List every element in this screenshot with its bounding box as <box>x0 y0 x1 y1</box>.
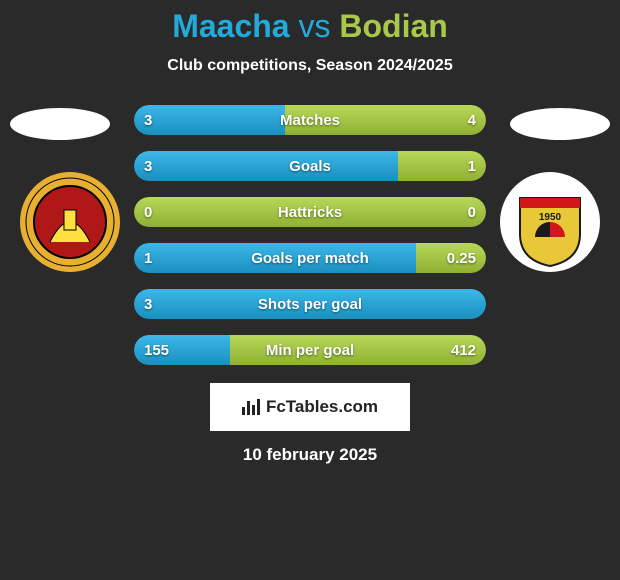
stat-bar-row: 3Matches4 <box>134 105 486 135</box>
player1-name: Maacha <box>172 8 289 44</box>
chart-icon <box>242 399 260 415</box>
stat-right-value: 0.25 <box>447 243 476 273</box>
stat-bar-row: 155Min per goal412 <box>134 335 486 365</box>
team-right-logo: 1950 <box>500 172 600 272</box>
stat-label: Goals per match <box>134 243 486 273</box>
team-left-badge-icon <box>20 172 120 272</box>
player2-name: Bodian <box>339 8 447 44</box>
stat-bar-row: 0Hattricks0 <box>134 197 486 227</box>
stats-comparison-card: Maacha vs Bodian Club competitions, Seas… <box>0 0 620 580</box>
stat-label: Hattricks <box>134 197 486 227</box>
stat-label: Min per goal <box>134 335 486 365</box>
title: Maacha vs Bodian <box>0 0 620 45</box>
stat-right-value: 412 <box>451 335 476 365</box>
stat-right-value: 1 <box>468 151 476 181</box>
stat-bar-row: 1Goals per match0.25 <box>134 243 486 273</box>
team-left-name-ellipse <box>10 108 110 140</box>
branding-text: FcTables.com <box>266 397 378 417</box>
stat-right-value: 0 <box>468 197 476 227</box>
stat-bar-row: 3Shots per goal <box>134 289 486 319</box>
subtitle: Club competitions, Season 2024/2025 <box>0 57 620 75</box>
stat-label: Matches <box>134 105 486 135</box>
date-text: 10 february 2025 <box>0 445 620 465</box>
branding-badge: FcTables.com <box>210 383 410 431</box>
stat-bar-row: 3Goals1 <box>134 151 486 181</box>
vs-text: vs <box>298 8 330 44</box>
stat-right-value: 4 <box>468 105 476 135</box>
team-right-badge-icon: 1950 <box>500 172 600 272</box>
team-right-name-ellipse <box>510 108 610 140</box>
team-left-logo <box>20 172 120 272</box>
svg-text:1950: 1950 <box>539 212 562 223</box>
stat-bars: 3Matches43Goals10Hattricks01Goals per ma… <box>134 105 486 365</box>
stat-label: Goals <box>134 151 486 181</box>
stat-label: Shots per goal <box>134 289 486 319</box>
